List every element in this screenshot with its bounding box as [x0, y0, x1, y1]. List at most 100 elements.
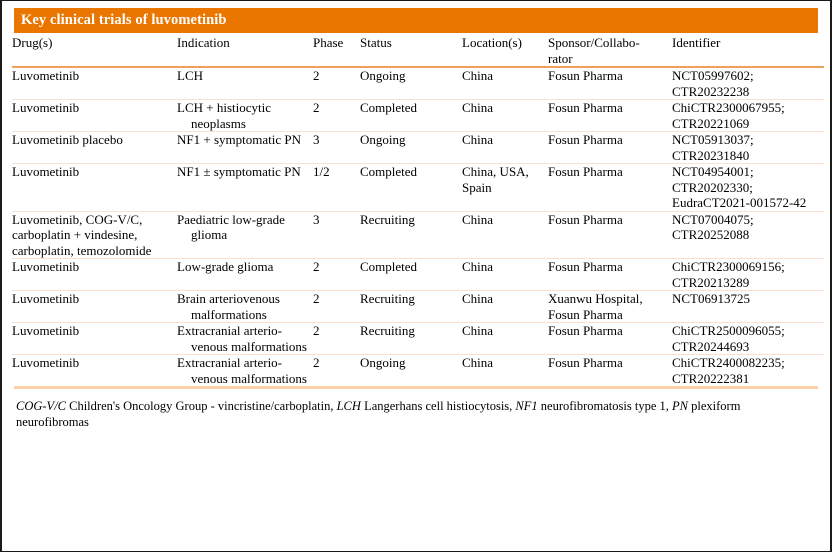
- cell-indication-text: Extracranial arterio-venous malformation…: [177, 323, 307, 354]
- table-row: Luvometinib Extracranial arterio-venous m…: [12, 355, 824, 387]
- cell-location: China: [462, 291, 494, 306]
- cell-indication: Low-grade glioma: [177, 259, 313, 291]
- cell-indication-text: NF1 ± symptomatic PN: [177, 164, 301, 179]
- column-header-status: Status: [360, 35, 392, 50]
- cell-indication-text: LCH + histiocytic neoplasms: [177, 100, 271, 131]
- cell-phase: 2: [313, 100, 320, 115]
- cell-identifier: NCT06913725: [672, 291, 750, 306]
- column-header-sponsor-line2: rator: [548, 50, 573, 66]
- table-row: Luvometinib, COG-V/C, carboplatin + vind…: [12, 211, 824, 259]
- table-header: Drug(s) Indication Phase Status Location…: [12, 35, 824, 67]
- cell-sponsor: Fosun Pharma: [548, 100, 623, 115]
- cell-status: Recruiting: [360, 291, 415, 306]
- cell-indication: NF1 + symptomatic PN: [177, 132, 313, 164]
- cell-identifier: ChiCTR2400082235; CTR20222381: [672, 355, 785, 386]
- footnote-definition: plexiform neurofibromas: [16, 399, 741, 429]
- clinical-trials-table: Drug(s) Indication Phase Status Location…: [12, 35, 824, 386]
- column-header-identifier: Identifier: [672, 35, 721, 50]
- cell-location: China: [462, 100, 494, 115]
- cell-status: Ongoing: [360, 132, 406, 147]
- table-row: Luvometinib LCH 2 Ongoing China Fosun Pharma N…: [12, 67, 824, 100]
- cell-drug: Luvometinib: [12, 164, 80, 179]
- footnote-abbreviation: NF1: [515, 399, 538, 413]
- table-bottom-rule: [14, 386, 818, 389]
- cell-indication-text: Extracranial arterio-venous malformation…: [177, 355, 307, 386]
- cell-identifier: ChiCTR2300069156; CTR20213289: [672, 259, 785, 290]
- column-header-location: Location(s): [462, 35, 522, 50]
- cell-indication-text: NF1 + symptomatic PN: [177, 132, 301, 147]
- column-header-indication: Indication: [177, 35, 230, 50]
- cell-indication-text: Low-grade glioma: [177, 259, 274, 274]
- cell-sponsor: Fosun Pharma: [548, 323, 623, 338]
- cell-sponsor: Fosun Pharma: [548, 355, 623, 370]
- cell-location: China: [462, 211, 494, 227]
- cell-location: China: [462, 355, 494, 370]
- cell-phase: 2: [313, 355, 320, 370]
- cell-sponsor: Fosun Pharma: [548, 68, 623, 83]
- cell-status: Recruiting: [360, 323, 415, 338]
- table-row: Luvometinib placebo NF1 + symptomatic PN 3…: [12, 132, 824, 164]
- cell-phase: 2: [313, 68, 320, 83]
- cell-location: China: [462, 132, 494, 147]
- table-row: Luvometinib Extracranial arterio-venous m…: [12, 323, 824, 355]
- cell-sponsor: Fosun Pharma: [548, 211, 623, 227]
- cell-identifier: ChiCTR2300067955; CTR20221069: [672, 100, 785, 131]
- cell-location: China: [462, 259, 494, 274]
- cell-identifier: ChiCTR2500096055; CTR20244693: [672, 323, 785, 354]
- cell-indication-text: Paediatric low-grade glioma: [177, 211, 285, 243]
- footnote-abbreviation: PN: [672, 399, 688, 413]
- cell-drug: Luvometinib placebo: [12, 132, 123, 147]
- figure-footnote: COG-V/C Children's Oncology Group - vinc…: [16, 398, 816, 430]
- footnote-definition: Children's Oncology Group - vincristine/…: [66, 399, 337, 413]
- cell-location: China: [462, 323, 494, 338]
- cell-drug: Luvometinib: [12, 323, 80, 338]
- cell-indication: Extracranial arterio-venous malformation…: [177, 355, 313, 387]
- cell-status: Completed: [360, 100, 418, 115]
- cell-sponsor: Fosun Pharma: [548, 132, 623, 147]
- cell-status: Completed: [360, 164, 418, 179]
- cell-identifier: NCT07004075; CTR20252088: [672, 211, 754, 243]
- cell-indication: LCH: [177, 67, 313, 100]
- cell-indication: Paediatric low-grade glioma: [177, 211, 313, 259]
- cell-drug: Luvometinib: [12, 259, 80, 274]
- figure-inner: Key clinical trials of luvometinib Drug(…: [2, 8, 830, 551]
- cell-phase: 3: [313, 211, 320, 227]
- footnote-abbreviation: LCH: [336, 399, 361, 413]
- cell-indication: LCH + histiocytic neoplasms: [177, 100, 313, 132]
- footnote-definition: neurofibromatosis type 1,: [537, 399, 673, 413]
- cell-status: Ongoing: [360, 68, 406, 83]
- footnote-abbreviation: COG-V/C: [16, 399, 66, 413]
- table-row: Luvometinib Low-grade glioma 2 Completed Chi…: [12, 259, 824, 291]
- cell-status: Ongoing: [360, 355, 406, 370]
- figure-title: Key clinical trials of luvometinib: [21, 12, 227, 29]
- cell-phase: 2: [313, 291, 320, 306]
- column-header-sponsor-line1: Sponsor/Collabo-: [548, 35, 640, 50]
- cell-indication: NF1 ± symptomatic PN: [177, 164, 313, 212]
- column-header-sponsor: Sponsor/Collabo- rator: [548, 35, 672, 67]
- cell-sponsor: Fosun Pharma: [548, 259, 623, 274]
- cell-drug: Luvometinib: [12, 355, 80, 370]
- figure-title-bar: Key clinical trials of luvometinib: [14, 8, 818, 33]
- cell-indication-text: Brain arteriovenous malformations: [177, 291, 280, 322]
- table-header-row: Drug(s) Indication Phase Status Location…: [12, 35, 824, 67]
- cell-sponsor: Fosun Pharma: [548, 164, 623, 179]
- cell-indication: Extracranial arterio-venous malformation…: [177, 323, 313, 355]
- table-row: Luvometinib NF1 ± symptomatic PN 1/2 Comple…: [12, 164, 824, 212]
- cell-identifier: NCT05997602; CTR20232238: [672, 68, 754, 99]
- cell-phase: 3: [313, 132, 320, 147]
- cell-indication-text: LCH: [177, 68, 203, 83]
- cell-status: Recruiting: [360, 211, 415, 227]
- cell-indication: Brain arteriovenous malformations: [177, 291, 313, 323]
- cell-drug: Luvometinib: [12, 68, 80, 83]
- cell-location: China, USA, Spain: [462, 164, 529, 195]
- cell-phase: 2: [313, 259, 320, 274]
- table-body: Luvometinib LCH 2 Ongoing China Fosun Pharma N…: [12, 67, 824, 386]
- cell-sponsor: Xuanwu Hospital, Fosun Pharma: [548, 291, 643, 322]
- table-row: Luvometinib LCH + histiocytic neoplasms 2 C…: [12, 100, 824, 132]
- column-header-phase: Phase: [313, 35, 344, 50]
- cell-status: Completed: [360, 259, 418, 274]
- cell-phase: 1/2: [313, 164, 330, 179]
- footnote-definition: Langerhans cell histiocytosis,: [360, 399, 516, 413]
- cell-drug: Luvometinib: [12, 100, 80, 115]
